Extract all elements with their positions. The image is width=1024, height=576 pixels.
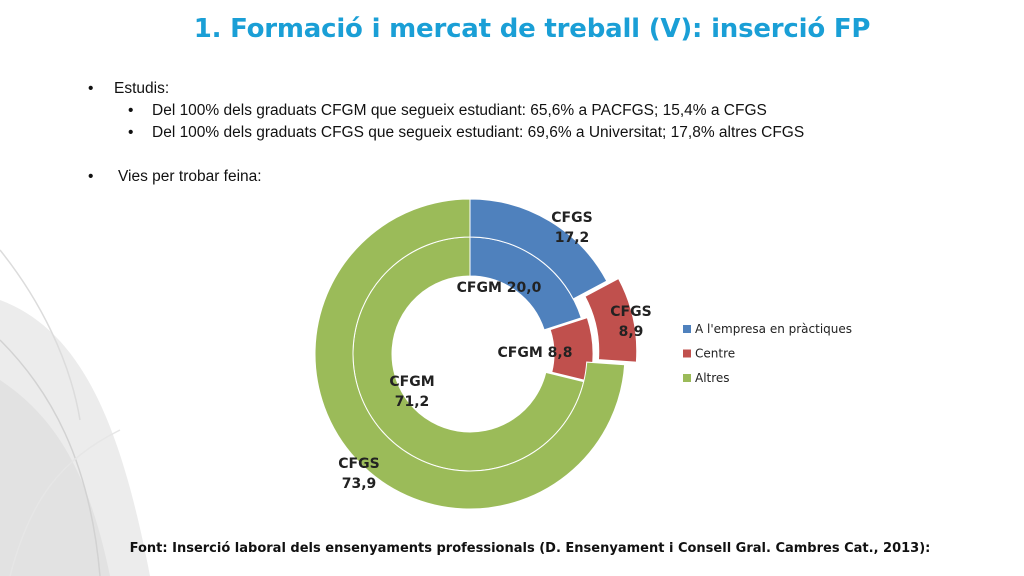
bullet-icon: •: [128, 102, 134, 119]
page-title: 1. Formació i mercat de treball (V): ins…: [193, 14, 871, 44]
bullet-estudis: • Estudis:: [88, 78, 804, 100]
bullet-cfgs-text: Del 100% dels graduats CFGS que segueix …: [152, 124, 805, 141]
data-label-cfgs-empresa: CFGS 17,2: [551, 210, 592, 246]
bullet-cfgm: • Del 100% dels graduats CFGM que seguei…: [88, 100, 804, 122]
bullet-vies-text: Vies per trobar feina:: [118, 168, 262, 185]
bullet-cfgm-text: Del 100% dels graduats CFGM que segueix …: [152, 102, 767, 119]
bullet-estudis-text: Estudis:: [114, 80, 170, 97]
cfgs-slice-centre: [584, 277, 638, 363]
legend-label-centre: Centre: [695, 347, 735, 361]
data-label-cfgs-altres: CFGS 73,9: [338, 456, 379, 492]
chart-legend: A l'empresa en pràctiques Centre Altres: [683, 322, 852, 385]
bullet-icon: •: [88, 80, 94, 97]
bullet-cfgs: • Del 100% dels graduats CFGS que seguei…: [88, 122, 804, 144]
data-label-cfgs-centre: CFGS 8,9: [610, 304, 651, 340]
legend-swatch-empresa: [683, 325, 691, 333]
legend-swatch-altres: [683, 374, 691, 382]
bullet-icon: •: [88, 168, 94, 185]
cfgs-slice-empresa: [469, 198, 608, 300]
data-label-cfgm-empresa: CFGM 20,0: [457, 280, 542, 296]
bullet-icon: •: [128, 124, 134, 141]
bullet-list: • Estudis: • Del 100% dels graduats CFGM…: [88, 78, 804, 188]
data-label-cfgm-centre: CFGM 8,8: [498, 345, 573, 361]
bullet-vies: • Vies per trobar feina:: [88, 166, 804, 188]
legend-swatch-centre: [683, 349, 691, 358]
legend-label-empresa: A l'empresa en pràctiques: [695, 322, 852, 336]
cfgs-slice-altres: [314, 198, 626, 510]
data-label-cfgm-altres: CFGM 71,2: [389, 374, 434, 410]
legend-label-altres: Altres: [695, 371, 730, 385]
source-note: Font: Inserció laboral dels ensenyaments…: [129, 541, 931, 556]
